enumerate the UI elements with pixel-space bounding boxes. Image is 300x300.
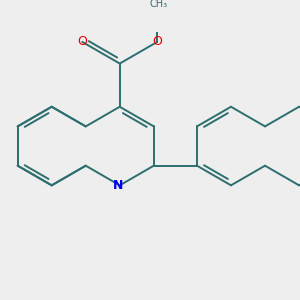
- Text: CH₃: CH₃: [149, 0, 168, 9]
- Text: O: O: [77, 35, 87, 48]
- Text: N: N: [113, 179, 124, 192]
- Text: O: O: [152, 35, 162, 48]
